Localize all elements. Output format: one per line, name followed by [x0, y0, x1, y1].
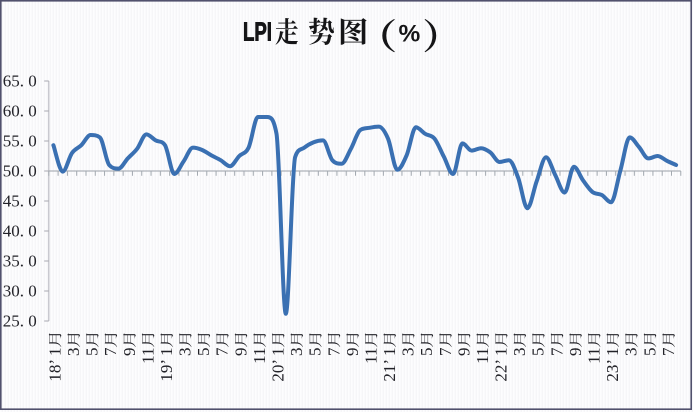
svg-text:21’ 1: 21’ 1	[380, 348, 399, 382]
svg-text:3: 3	[510, 348, 529, 357]
svg-text:5: 5	[194, 348, 213, 357]
svg-text:5: 5	[83, 348, 102, 357]
svg-text:5: 5	[306, 348, 325, 357]
svg-text:11: 11	[250, 348, 269, 364]
svg-text:11: 11	[138, 348, 157, 364]
svg-text:7: 7	[324, 347, 343, 356]
svg-text:5: 5	[640, 348, 659, 357]
svg-text:11: 11	[585, 348, 604, 364]
svg-text:3: 3	[622, 348, 641, 357]
svg-text:9: 9	[566, 348, 585, 357]
svg-text:20’ 1: 20’ 1	[269, 348, 288, 382]
svg-text:30. 0: 30. 0	[3, 282, 37, 301]
svg-text:7: 7	[213, 347, 232, 356]
svg-text:7: 7	[436, 347, 455, 356]
svg-text:9: 9	[343, 348, 362, 357]
svg-text:5: 5	[529, 348, 548, 357]
svg-text:65. 0: 65. 0	[3, 72, 37, 91]
svg-text:19’ 1: 19’ 1	[157, 348, 176, 382]
svg-text:18’ 1: 18’ 1	[45, 348, 64, 382]
svg-text:7: 7	[101, 347, 120, 356]
svg-text:5: 5	[417, 348, 436, 357]
svg-text:22’ 1: 22’ 1	[492, 348, 511, 382]
svg-text:3: 3	[287, 348, 306, 357]
svg-text:50. 0: 50. 0	[3, 162, 37, 181]
svg-text:25. 0: 25. 0	[3, 312, 37, 331]
svg-text:3: 3	[64, 348, 83, 357]
svg-text:3: 3	[176, 348, 195, 357]
svg-text:11: 11	[361, 348, 380, 364]
svg-text:45. 0: 45. 0	[3, 192, 37, 211]
svg-text:35. 0: 35. 0	[3, 252, 37, 271]
svg-text:9: 9	[120, 348, 139, 357]
svg-text:11: 11	[473, 348, 492, 364]
svg-text:7: 7	[547, 347, 566, 356]
svg-text:55. 0: 55. 0	[3, 132, 37, 151]
svg-text:23’ 1: 23’ 1	[603, 348, 622, 382]
svg-text:%: %	[399, 20, 421, 47]
svg-text:9: 9	[454, 348, 473, 357]
svg-text:7: 7	[659, 347, 678, 356]
svg-text:9: 9	[231, 348, 250, 357]
svg-text:40. 0: 40. 0	[3, 222, 37, 241]
svg-text:LPI: LPI	[243, 18, 272, 47]
svg-text:60. 0: 60. 0	[3, 102, 37, 121]
svg-text:3: 3	[399, 348, 418, 357]
